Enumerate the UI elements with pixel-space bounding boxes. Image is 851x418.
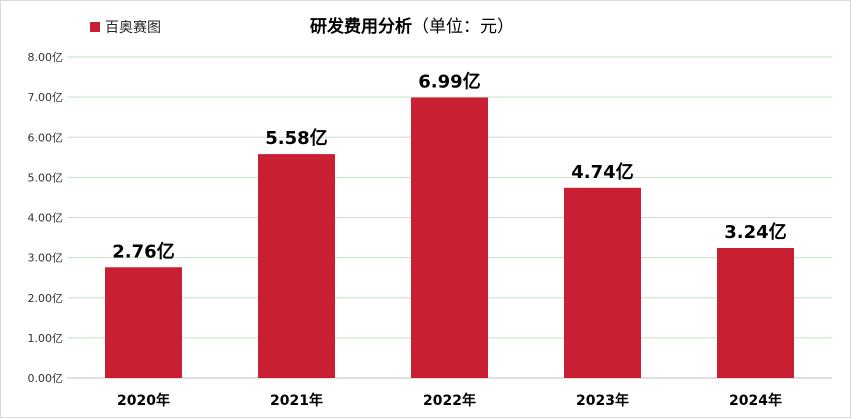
data-label: 5.58亿: [265, 127, 327, 149]
data-label: 3.24亿: [724, 221, 786, 243]
y-tick-label: 1.00亿: [28, 332, 64, 345]
bar-2022: [411, 97, 488, 379]
bar-2024: [717, 247, 794, 378]
x-tick-label: 2024年: [729, 392, 782, 409]
legend-swatch: [90, 22, 100, 32]
y-tick-label: 6.00亿: [28, 131, 64, 144]
data-label: 4.74亿: [571, 161, 633, 183]
y-tick-label: 3.00亿: [28, 252, 64, 265]
x-tick-label: 2023年: [576, 392, 629, 409]
legend-label: 百奥赛图: [105, 20, 161, 36]
chart-subtitle: （单位：元）: [412, 17, 514, 37]
x-tick-label: 2021年: [270, 392, 323, 409]
legend: 百奥赛图: [90, 17, 161, 37]
data-label: 6.99亿: [418, 71, 480, 93]
y-tick-label: 0.00亿: [28, 372, 64, 385]
y-tick-label: 5.00亿: [28, 171, 64, 184]
y-tick-label: 4.00亿: [28, 212, 64, 225]
x-tick-label: 2022年: [423, 392, 476, 409]
chart-title: 研发费用分析: [310, 17, 412, 37]
data-label: 2.76亿: [112, 240, 174, 262]
chart-title-block: 研发费用分析（单位：元）: [310, 12, 514, 37]
y-tick-label: 7.00亿: [28, 91, 64, 104]
y-tick-label: 2.00亿: [28, 292, 64, 305]
bar-2020: [105, 267, 182, 378]
bar-2021: [258, 154, 335, 378]
bar-2023: [564, 187, 641, 378]
y-tick-label: 8.00亿: [28, 51, 64, 64]
x-tick-label: 2020年: [117, 392, 170, 409]
